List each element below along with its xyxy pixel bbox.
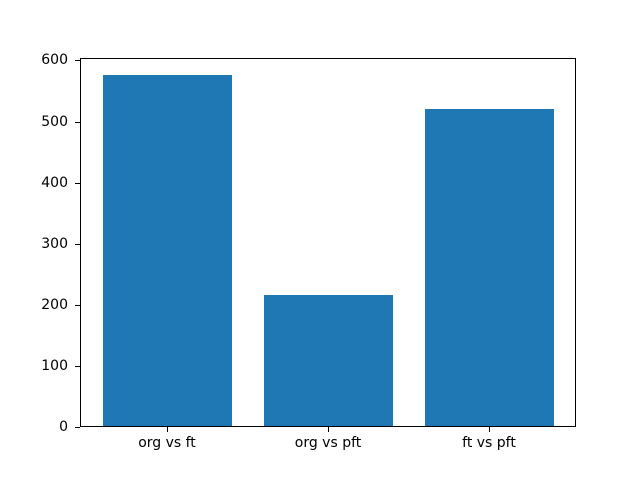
y-tick (75, 427, 80, 428)
x-tick (489, 427, 490, 432)
bar-ft-vs-pft (425, 109, 554, 427)
y-tick (75, 183, 80, 184)
y-tick (75, 244, 80, 245)
y-tick (75, 366, 80, 367)
y-tick (75, 305, 80, 306)
x-tick (167, 427, 168, 432)
x-tick (328, 427, 329, 432)
y-tick-label: 200 (41, 297, 68, 313)
bar-org-vs-pft (264, 295, 393, 427)
x-tick-label: org vs ft (138, 435, 196, 451)
bar-org-vs-ft (103, 75, 232, 427)
x-tick-label: ft vs pft (462, 435, 516, 451)
y-tick-label: 500 (41, 114, 68, 130)
y-tick-label: 100 (41, 358, 68, 374)
y-tick (75, 60, 80, 61)
y-tick-label: 0 (59, 419, 68, 435)
y-tick-label: 300 (41, 236, 68, 252)
y-tick-label: 600 (41, 52, 68, 68)
x-tick-label: org vs pft (294, 435, 362, 451)
y-tick-label: 400 (41, 175, 68, 191)
y-tick (75, 122, 80, 123)
